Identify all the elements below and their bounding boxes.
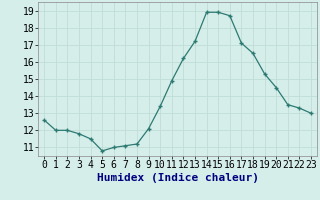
X-axis label: Humidex (Indice chaleur): Humidex (Indice chaleur) bbox=[97, 173, 259, 183]
